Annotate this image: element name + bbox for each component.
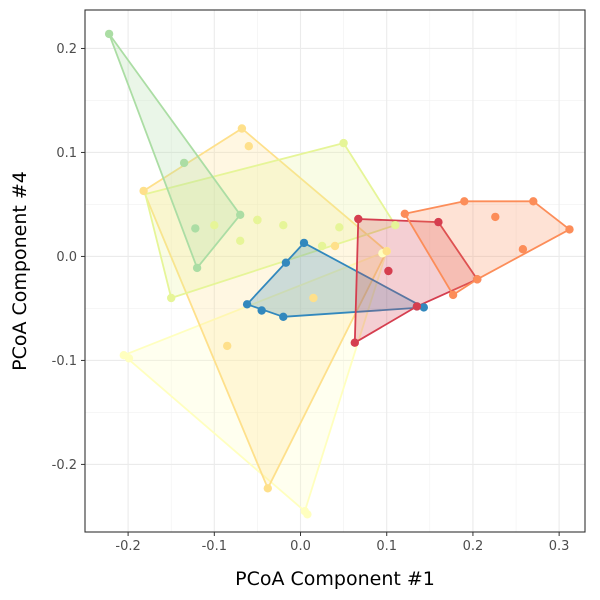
data-point-group-2 [139, 186, 148, 196]
data-point-group-3 [253, 215, 262, 225]
data-point-group-7 [448, 290, 458, 300]
group-hull-1 [122, 250, 388, 513]
data-point-group-5 [419, 303, 428, 312]
data-point-group-3 [210, 221, 219, 230]
y-tick-label: 0.2 [56, 42, 77, 57]
data-point-group-3 [167, 293, 176, 303]
data-point-group-1 [124, 354, 134, 363]
data-points [104, 29, 574, 519]
data-point-group-2 [223, 341, 232, 351]
plot-border [84, 9, 586, 533]
data-point-group-2 [309, 293, 318, 303]
data-point-group-7 [565, 225, 574, 234]
axis-ticks: -0.2 -0.1 0.0 0.1 0.2 0.3 -0.2 -0.1 0.0 0.1 0.2 [52, 42, 570, 554]
data-point-group-6 [350, 338, 359, 347]
data-point-group-5 [299, 238, 309, 248]
data-point-group-3 [339, 138, 348, 148]
data-point-group-6 [434, 217, 443, 227]
data-point-group-3 [236, 236, 245, 245]
data-point-group-4 [104, 29, 114, 39]
group-hulls [108, 33, 571, 513]
data-point-group-5 [257, 306, 266, 315]
data-point-group-7 [460, 197, 469, 206]
data-point-group-7 [518, 245, 528, 254]
x-tick-label: -0.1 [202, 539, 227, 554]
data-point-group-4 [192, 263, 202, 273]
data-point-group-2 [330, 241, 340, 251]
data-point-group-3 [317, 241, 327, 251]
data-point-group-4 [191, 224, 200, 233]
data-point-group-6 [384, 266, 393, 276]
y-tick-label: -0.1 [52, 354, 77, 369]
x-tick-label: -0.2 [115, 539, 140, 554]
data-point-group-2 [382, 247, 391, 256]
y-tick-label: 0.0 [56, 250, 77, 265]
x-tick-label: 0.0 [290, 539, 311, 554]
data-point-group-5 [281, 258, 291, 267]
data-point-group-3 [391, 221, 400, 230]
data-point-group-7 [400, 209, 409, 218]
grid-lines [85, 10, 585, 532]
data-point-group-2 [237, 124, 247, 133]
data-point-group-3 [335, 223, 344, 232]
x-tick-label: 0.1 [376, 539, 397, 554]
data-point-group-5 [242, 300, 252, 309]
data-point-group-2 [244, 142, 253, 151]
data-point-group-7 [491, 212, 500, 222]
y-tick-label: -0.2 [52, 458, 77, 473]
data-point-group-6 [354, 214, 363, 224]
data-point-group-5 [279, 312, 288, 321]
data-point-group-4 [236, 210, 245, 219]
data-point-group-7 [473, 275, 482, 284]
data-point-group-3 [279, 221, 288, 230]
data-point-group-2 [263, 484, 272, 493]
data-point-group-4 [179, 158, 189, 168]
data-point-group-6 [412, 302, 422, 311]
y-axis-title: PCoA Component #4 [9, 171, 31, 371]
x-axis-title: PCoA Component #1 [235, 568, 435, 590]
x-tick-label: 0.2 [463, 539, 484, 554]
data-point-group-7 [529, 197, 538, 206]
x-tick-label: 0.3 [549, 539, 570, 554]
group-hull-4 [108, 33, 242, 269]
data-point-group-1 [303, 510, 312, 519]
y-tick-label: 0.1 [56, 146, 77, 161]
